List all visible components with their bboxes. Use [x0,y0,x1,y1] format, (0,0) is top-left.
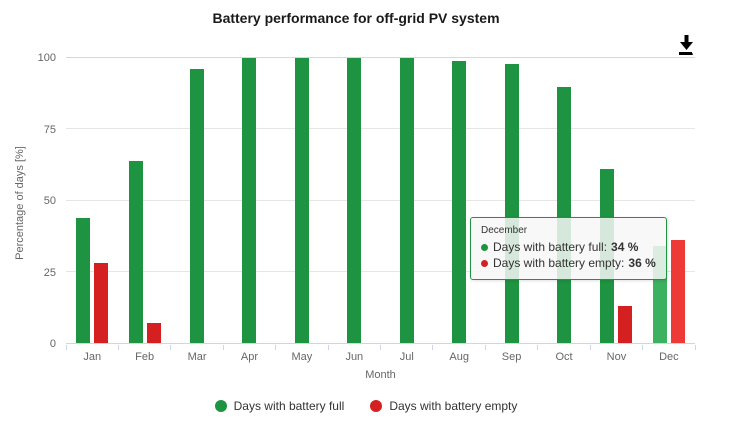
x-axis-tick [484,345,486,350]
series-empty-bullet-icon [481,259,488,267]
bar-pair-Apr [242,58,257,343]
category-column-Apr [223,58,275,343]
x-tick-label-Apr: Apr [240,351,259,363]
x-tick-label-Dec: Dec [659,351,679,363]
bar-pair-Feb [128,58,161,343]
tooltip-value: 34 % [611,240,639,254]
chart-title: Battery performance for off-grid PV syst… [212,10,500,26]
bar-pair-Mar [190,58,205,343]
x-axis-tick [65,345,67,350]
legend-marker-empty-icon [370,400,383,412]
legend-item-battery-empty[interactable]: Days with battery empty [370,399,517,413]
x-axis-tick [117,345,119,350]
tooltip-value: 36 % [628,256,656,270]
y-tick-label-50: 50 [43,195,56,207]
y-axis-labels: 0 25 50 75 100 [0,52,56,350]
bar-pair-Dec [652,58,685,343]
x-axis-tick [432,345,434,350]
bar-full-Jan[interactable] [76,217,91,343]
tooltip-header: December [481,225,528,236]
x-axis-tick [275,345,277,350]
category-column-Jun [328,58,380,343]
x-tick-label-Jan: Jan [83,351,102,363]
bar-empty-Dec[interactable] [670,240,685,343]
category-column-Oct [538,58,590,343]
tooltip-label: Days with battery full: [493,240,608,254]
bar-pair-Oct [557,58,571,343]
bar-full-Jul[interactable] [399,58,414,343]
x-axis-ticks [65,345,696,351]
bar-full-May[interactable] [294,58,309,343]
category-column-Sep [485,58,537,343]
legend-label: Days with battery empty [389,399,518,413]
x-axis-tick [589,345,591,350]
x-axis-tick [327,345,329,350]
legend-item-battery-full[interactable]: Days with battery full [214,399,345,413]
tooltip: December Days with battery full: 34 % Da… [470,217,667,280]
bar-empty-Jan[interactable] [94,263,109,343]
gridline-25 [66,270,695,272]
category-column-May [276,58,328,343]
bar-full-Oct[interactable] [557,86,571,343]
bar-empty-Feb[interactable] [146,323,161,343]
legend-marker-full-icon [214,400,227,412]
tooltip-row-full: Days with battery full: 34 % [481,239,656,255]
gridline-75 [66,128,695,130]
x-axis-tick [170,345,172,350]
x-tick-label-Oct: Oct [555,351,573,363]
tooltip-row-empty: Days with battery empty: 36 % [481,255,656,271]
x-tick-label-Nov: Nov [606,351,627,363]
bar-pair-May [294,58,309,343]
x-axis-tick [537,345,539,350]
bar-full-Jun[interactable] [347,58,362,343]
download-icon [679,35,693,55]
x-tick-label-Jul: Jul [399,351,414,363]
y-tick-label-100: 100 [37,52,56,64]
y-tick-label-0: 0 [49,338,56,350]
x-axis-labels: Jan Feb Mar Apr May Jun Jul Aug Sep Oct Nov Dec [66,351,695,363]
series-full-bullet-icon [481,243,488,251]
x-axis-tick [380,345,381,350]
x-tick-label-Feb: Feb [135,351,155,363]
x-tick-label-Mar: Mar [187,351,207,363]
category-column-Mar [171,58,223,343]
category-column-Jan [66,58,118,343]
bar-pair-Jun [347,58,362,343]
bar-pair-Nov [600,58,633,343]
bar-full-Apr[interactable] [242,58,257,343]
bar-pair-Sep [504,58,519,343]
y-tick-label-25: 25 [43,266,56,279]
x-tick-label-Aug: Aug [449,351,469,363]
category-column-Nov [590,58,642,343]
bar-pair-Aug [452,58,467,343]
legend-label: Days with battery full [233,399,345,413]
bar-full-Aug[interactable] [452,60,467,343]
x-axis-tick [222,345,224,350]
bars-layer [66,58,695,343]
x-tick-label-Jun: Jun [345,351,364,363]
category-column-Jul [381,58,433,343]
x-tick-label-May: May [291,351,313,363]
bar-pair-Jul [399,58,414,343]
plot-area [66,57,695,344]
bar-empty-Nov[interactable] [618,305,633,343]
y-tick-label-75: 75 [43,123,56,136]
export-button[interactable] [674,34,698,56]
bar-pair-Jan [76,58,109,343]
x-axis-title: Month [365,369,396,381]
category-column-Feb [118,58,170,343]
category-column-Aug [433,58,485,343]
bar-full-Mar[interactable] [190,69,205,343]
gridline-50 [66,199,695,201]
x-axis-tick [642,345,644,350]
bar-full-Feb[interactable] [128,160,143,343]
x-tick-label-Sep: Sep [501,351,522,363]
gridline-100 [66,57,695,58]
legend: Days with battery full Days with battery… [0,399,732,413]
tooltip-label: Days with battery empty: [493,256,625,270]
bar-full-Sep[interactable] [504,63,519,343]
x-axis-tick [694,345,696,350]
category-column-Dec [643,58,695,343]
